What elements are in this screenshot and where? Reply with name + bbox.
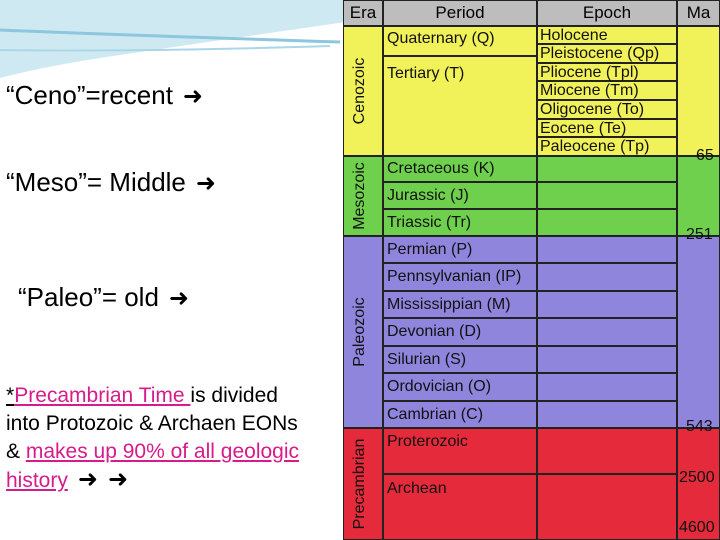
geologic-time-table: Era Period Epoch Ma Cenozoic Mesozoic Pa… [343,0,720,540]
ma-value: 2500 [679,469,715,486]
period-label: Archean [387,480,447,497]
ma-value: 65 [696,147,714,164]
period-ordovician [383,373,537,401]
epoch-blank [537,182,677,209]
header-period: Period [383,0,537,26]
ma-value: 4600 [679,519,715,536]
period-label: Permian (P) [387,241,473,258]
era-cenozoic [343,26,383,156]
arrow-icon: ➜ [107,466,129,493]
period-label: Pennsylvanian (IP) [387,268,522,285]
epoch-blank [537,236,677,263]
period-silurian [383,346,537,373]
period-triassic [383,209,537,236]
epoch-blank [537,428,677,474]
epoch-label: Pleistocene (Qp) [540,45,660,62]
epoch-oligocene [537,100,677,119]
decorative-wave [0,0,360,78]
arrow-icon: ➜ [195,170,217,197]
epoch-label: Miocene (Tm) [540,82,639,99]
epoch-blank [537,209,677,236]
epoch-miocene [537,81,677,100]
period-devonian [383,318,537,346]
period-label: Mississippian (M) [387,296,511,313]
period-archean [383,474,537,540]
epoch-blank [537,373,677,401]
period-label: Tertiary (T) [387,65,465,82]
epoch-blank [537,401,677,428]
precambrian-note: *Precambrian Time is divided into Protoz… [6,384,300,493]
ma-value: 543 [686,418,713,435]
epoch-holocene [537,26,677,44]
epoch-pliocene [537,63,677,81]
ma-cell [677,26,720,156]
era-precambrian [343,428,383,540]
period-tertiary [383,56,537,156]
ma-value: 251 [686,226,713,243]
era-label-cenozoic: Cenozoic [351,57,368,125]
header-era: Era [343,0,383,26]
period-label: Cretaceous (K) [387,160,495,177]
epoch-label: Pliocene (Tpl) [540,64,639,81]
arrow-icon: ➜ [77,466,98,493]
period-label: Silurian (S) [387,351,467,368]
period-jurassic [383,182,537,209]
ma-cell [677,236,720,428]
period-pennsylvanian [383,263,537,291]
period-label: Triassic (Tr) [387,214,472,231]
epoch-pleistocene [537,44,677,63]
meso-definition: “Meso”= Middle ➜ [6,167,217,197]
period-quaternary [383,26,537,56]
period-label: Quaternary (Q) [387,30,495,47]
ceno-definition: “Ceno”=recent ➜ [6,80,204,110]
period-cretaceous [383,156,537,182]
epoch-label: Paleocene (Tp) [540,138,650,155]
arrow-icon: ➜ [168,285,190,312]
epoch-blank [537,263,677,291]
header-epoch: Epoch [537,0,677,26]
era-mesozoic [343,156,383,236]
period-label: Devonian (D) [387,323,482,340]
arrow-icon: ➜ [182,83,204,110]
era-label-precambrian: Precambrian [351,438,368,530]
period-cambrian [383,401,537,428]
period-mississippian [383,291,537,318]
ma-cell [677,156,720,236]
epoch-label: Holocene [540,27,608,44]
header-ma: Ma [677,0,720,26]
period-label: Ordovician (O) [387,378,492,395]
period-label: Cambrian (C) [387,406,484,423]
period-label: Proterozoic [387,433,468,450]
epoch-paleocene [537,137,677,156]
epoch-blank [537,474,677,540]
period-permian [383,236,537,263]
era-label-mesozoic: Mesozoic [351,162,368,230]
epoch-label: Oligocene (To) [540,101,645,118]
epoch-label: Eocene (Te) [540,120,627,137]
period-label: Jurassic (J) [387,187,469,204]
paleo-definition: “Paleo”= old ➜ [18,282,190,312]
epoch-blank [537,318,677,346]
era-label-paleozoic: Paleozoic [351,297,368,367]
era-paleozoic [343,236,383,428]
epoch-blank [537,156,677,182]
epoch-blank [537,291,677,318]
epoch-blank [537,346,677,373]
period-proterozoic [383,428,537,474]
epoch-eocene [537,119,677,137]
